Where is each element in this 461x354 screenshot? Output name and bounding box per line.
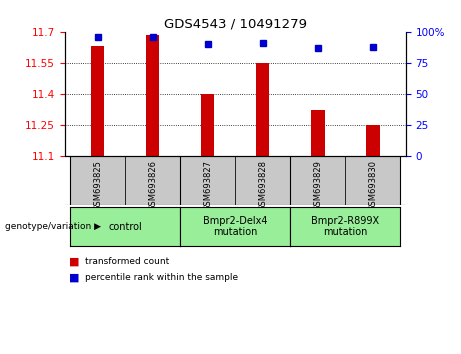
Text: GSM693825: GSM693825 <box>93 160 102 211</box>
Text: GSM693826: GSM693826 <box>148 160 157 211</box>
Text: percentile rank within the sample: percentile rank within the sample <box>85 273 238 282</box>
Bar <box>256 63 270 156</box>
Bar <box>290 156 345 205</box>
Bar <box>345 156 400 205</box>
Text: GSM693830: GSM693830 <box>368 160 377 211</box>
Text: Bmpr2-R899X
mutation: Bmpr2-R899X mutation <box>311 216 379 238</box>
Bar <box>201 94 214 156</box>
Text: ■: ■ <box>69 257 80 267</box>
Text: transformed count: transformed count <box>85 257 170 267</box>
Bar <box>311 110 325 156</box>
Title: GDS4543 / 10491279: GDS4543 / 10491279 <box>164 18 307 31</box>
Text: GSM693828: GSM693828 <box>258 160 267 211</box>
Bar <box>366 125 379 156</box>
Text: genotype/variation ▶: genotype/variation ▶ <box>5 222 100 231</box>
Text: GSM693827: GSM693827 <box>203 160 212 211</box>
Bar <box>146 35 160 156</box>
Text: ■: ■ <box>69 273 80 283</box>
Bar <box>70 156 125 205</box>
Text: control: control <box>108 222 142 232</box>
Bar <box>125 156 180 205</box>
Bar <box>235 156 290 205</box>
Bar <box>180 156 235 205</box>
Text: GSM693829: GSM693829 <box>313 160 322 211</box>
Text: Bmpr2-Delx4
mutation: Bmpr2-Delx4 mutation <box>203 216 267 238</box>
Bar <box>91 46 105 156</box>
